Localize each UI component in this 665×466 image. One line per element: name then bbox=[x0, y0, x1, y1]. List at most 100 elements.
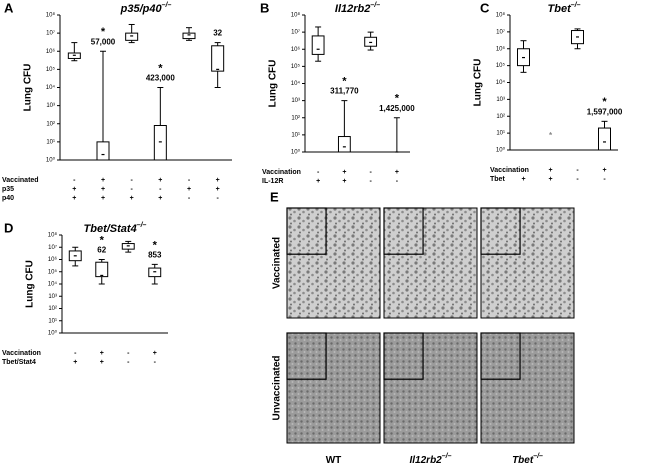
row-value: - bbox=[603, 176, 606, 183]
title-sup: –/– bbox=[162, 2, 172, 9]
title-sup: –/– bbox=[571, 2, 581, 9]
box bbox=[211, 45, 225, 72]
y-tick-label: 10⁴ bbox=[291, 80, 301, 87]
y-tick-label: 10⁷ bbox=[48, 244, 57, 251]
significance-star: * bbox=[153, 239, 158, 251]
column-label: Tbet–/– bbox=[512, 453, 543, 466]
y-tick-label: 10⁵ bbox=[496, 62, 506, 69]
y-tick-label: 10² bbox=[48, 306, 57, 312]
row-value: + bbox=[158, 195, 162, 202]
micrograph-inset bbox=[480, 207, 521, 255]
y-tick-label: 10⁸ bbox=[46, 12, 56, 19]
row-label: Unvaccinated bbox=[272, 355, 283, 420]
annotation: 57,000 bbox=[91, 37, 116, 46]
row-label: p35 bbox=[2, 186, 14, 193]
significance-star: * bbox=[342, 76, 347, 88]
box bbox=[182, 32, 196, 40]
row-value: + bbox=[395, 169, 399, 176]
micrograph-inset bbox=[480, 332, 521, 380]
panel-label: C bbox=[480, 0, 490, 15]
row-value: - bbox=[396, 178, 399, 185]
y-tick-label: 10⁴ bbox=[496, 79, 506, 86]
row-label: p40 bbox=[2, 195, 14, 202]
row-value: - bbox=[188, 177, 191, 184]
column-text: WT bbox=[326, 455, 342, 466]
row-value: + bbox=[342, 169, 346, 176]
row-label: Tbet bbox=[490, 176, 505, 183]
row-value: + bbox=[187, 186, 191, 193]
title-text: Il12rb2 bbox=[335, 3, 370, 15]
chart-title: Tbet–/– bbox=[548, 2, 581, 15]
micrograph-inset bbox=[383, 207, 424, 255]
column-sup: –/– bbox=[533, 453, 543, 460]
y-tick-label: 10⁸ bbox=[496, 12, 506, 19]
title-text: p35/p40 bbox=[120, 3, 163, 15]
column-text: Il12rb2 bbox=[410, 455, 443, 466]
row-label: Tbet/Stat4 bbox=[2, 359, 36, 366]
significance-star: * bbox=[101, 26, 106, 38]
significance-star: * bbox=[158, 62, 163, 74]
row-value: - bbox=[154, 359, 157, 366]
row-value: - bbox=[576, 176, 579, 183]
y-tick-label: 10⁷ bbox=[291, 29, 300, 36]
significance-star: * bbox=[549, 131, 553, 140]
row-value: - bbox=[127, 350, 130, 357]
y-tick-label: 10² bbox=[496, 114, 505, 120]
row-label: Vaccination bbox=[490, 167, 529, 174]
column-label: WT bbox=[326, 455, 342, 466]
column-text: Tbet bbox=[512, 455, 534, 466]
row-value: + bbox=[73, 359, 77, 366]
y-tick-label: 10⁰ bbox=[496, 147, 506, 154]
chart-title: Il12rb2–/– bbox=[335, 2, 380, 15]
row-value: + bbox=[101, 186, 105, 193]
y-tick-label: 10² bbox=[46, 121, 55, 127]
row-value: + bbox=[602, 167, 606, 174]
y-tick-label: 10³ bbox=[46, 103, 55, 109]
row-value: + bbox=[101, 195, 105, 202]
annotation: 853 bbox=[148, 250, 162, 259]
chart-title: p35/p40–/– bbox=[120, 2, 172, 15]
y-tick-label: 10¹ bbox=[48, 318, 57, 324]
y-tick-label: 10⁰ bbox=[46, 157, 56, 164]
box bbox=[96, 141, 110, 161]
row-value: + bbox=[72, 195, 76, 202]
row-value: - bbox=[369, 178, 372, 185]
annotation: 62 bbox=[97, 246, 106, 255]
row-value: - bbox=[317, 169, 320, 176]
y-tick-label: 10⁸ bbox=[291, 12, 301, 19]
y-tick-label: 10⁶ bbox=[496, 45, 506, 52]
title-text: Tbet bbox=[548, 3, 573, 15]
y-axis-label: Lung CFU bbox=[23, 64, 34, 112]
row-value: - bbox=[188, 195, 191, 202]
y-tick-label: 10³ bbox=[496, 97, 505, 103]
box bbox=[125, 32, 139, 41]
y-tick-label: 10¹ bbox=[46, 139, 55, 145]
row-value: + bbox=[153, 350, 157, 357]
y-tick-label: 10⁶ bbox=[48, 256, 58, 263]
panel-label: B bbox=[260, 0, 269, 15]
row-label: Vaccinated bbox=[272, 237, 283, 289]
y-tick-label: 10⁵ bbox=[48, 268, 58, 275]
y-tick-label: 10⁰ bbox=[291, 149, 301, 156]
row-label: Vaccination bbox=[262, 169, 301, 176]
row-value: + bbox=[100, 350, 104, 357]
y-tick-label: 10⁷ bbox=[496, 28, 505, 35]
row-value: - bbox=[73, 177, 76, 184]
box bbox=[95, 261, 109, 278]
row-value: - bbox=[159, 186, 162, 193]
row-value: + bbox=[548, 167, 552, 174]
significance-star: * bbox=[100, 234, 105, 246]
y-tick-label: 10⁵ bbox=[291, 63, 301, 70]
y-tick-label: 10³ bbox=[48, 294, 57, 300]
row-value: + bbox=[158, 177, 162, 184]
annotation: 32 bbox=[213, 29, 222, 38]
box bbox=[311, 35, 325, 55]
chart-title: Tbet/Stat4–/– bbox=[84, 222, 147, 235]
title-text: Tbet/Stat4 bbox=[84, 223, 137, 235]
y-tick-label: 10³ bbox=[291, 98, 300, 104]
panel-label: A bbox=[4, 0, 14, 15]
row-label: Vaccinated bbox=[2, 177, 39, 184]
y-axis-label: Lung CFU bbox=[25, 260, 36, 308]
